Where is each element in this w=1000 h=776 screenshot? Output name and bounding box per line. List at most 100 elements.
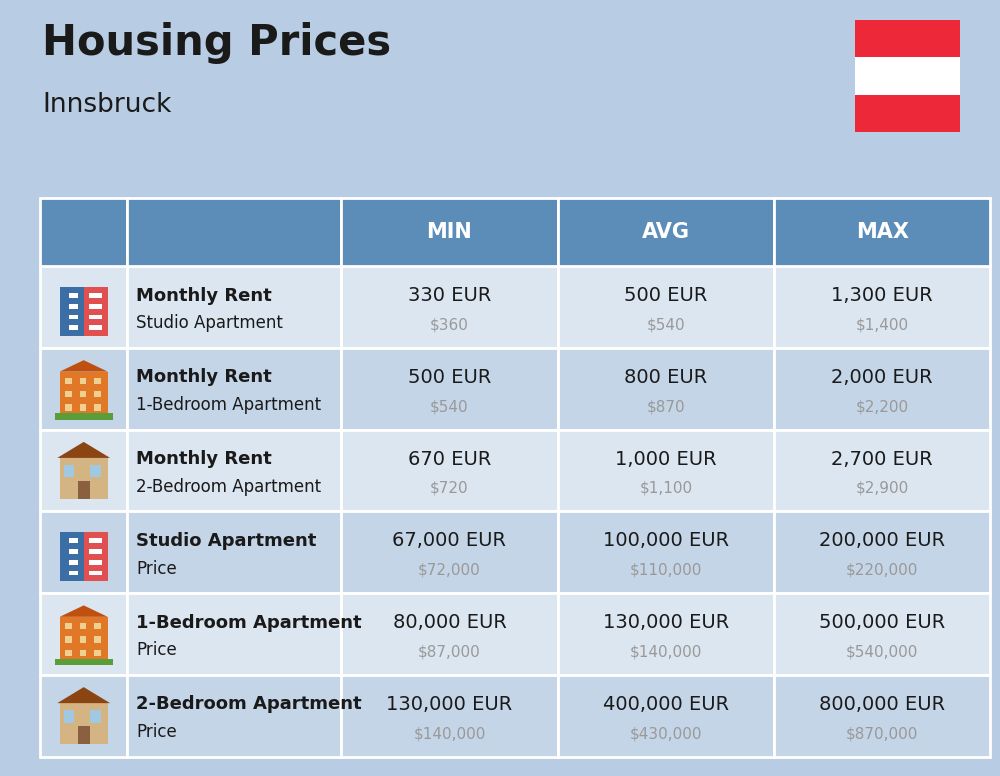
FancyBboxPatch shape (65, 404, 72, 411)
Text: AVG: AVG (642, 222, 690, 242)
FancyBboxPatch shape (89, 570, 97, 576)
FancyBboxPatch shape (127, 348, 341, 430)
Text: MAX: MAX (856, 222, 909, 242)
FancyBboxPatch shape (89, 303, 97, 309)
Polygon shape (57, 687, 110, 703)
FancyBboxPatch shape (93, 549, 102, 554)
FancyBboxPatch shape (855, 20, 960, 57)
FancyBboxPatch shape (65, 636, 72, 643)
Text: Housing Prices: Housing Prices (42, 22, 391, 64)
Text: 1,000 EUR: 1,000 EUR (615, 449, 717, 469)
Text: 100,000 EUR: 100,000 EUR (603, 532, 729, 550)
Text: $540: $540 (430, 400, 469, 414)
Text: $72,000: $72,000 (418, 563, 481, 578)
FancyBboxPatch shape (40, 593, 127, 675)
Text: 500 EUR: 500 EUR (624, 286, 708, 305)
FancyBboxPatch shape (89, 325, 97, 331)
FancyBboxPatch shape (341, 266, 558, 348)
Polygon shape (60, 605, 108, 617)
FancyBboxPatch shape (69, 570, 78, 576)
FancyBboxPatch shape (65, 623, 72, 629)
FancyBboxPatch shape (93, 539, 102, 543)
Text: $140,000: $140,000 (413, 726, 486, 741)
FancyBboxPatch shape (80, 623, 86, 629)
Text: 500 EUR: 500 EUR (408, 368, 491, 386)
FancyBboxPatch shape (558, 675, 774, 757)
Text: $540: $540 (647, 317, 685, 333)
Text: 2,000 EUR: 2,000 EUR (831, 368, 933, 386)
FancyBboxPatch shape (94, 623, 101, 629)
FancyBboxPatch shape (558, 348, 774, 430)
FancyBboxPatch shape (55, 659, 113, 666)
Text: 80,000 EUR: 80,000 EUR (393, 613, 506, 632)
FancyBboxPatch shape (89, 549, 97, 554)
FancyBboxPatch shape (93, 303, 102, 309)
FancyBboxPatch shape (40, 266, 127, 348)
FancyBboxPatch shape (93, 325, 102, 331)
FancyBboxPatch shape (558, 266, 774, 348)
FancyBboxPatch shape (80, 378, 86, 384)
Text: 1,300 EUR: 1,300 EUR (831, 286, 933, 305)
FancyBboxPatch shape (60, 617, 108, 663)
FancyBboxPatch shape (78, 726, 90, 744)
FancyBboxPatch shape (558, 593, 774, 675)
FancyBboxPatch shape (341, 593, 558, 675)
Text: Monthly Rent: Monthly Rent (136, 286, 272, 305)
FancyBboxPatch shape (64, 710, 74, 722)
FancyBboxPatch shape (558, 198, 774, 266)
Text: MIN: MIN (427, 222, 472, 242)
FancyBboxPatch shape (69, 325, 78, 331)
FancyBboxPatch shape (65, 650, 72, 656)
Text: $360: $360 (430, 317, 469, 333)
FancyBboxPatch shape (94, 404, 101, 411)
FancyBboxPatch shape (89, 539, 97, 543)
FancyBboxPatch shape (93, 570, 102, 576)
FancyBboxPatch shape (40, 675, 127, 757)
Text: 200,000 EUR: 200,000 EUR (819, 532, 945, 550)
Text: $1,400: $1,400 (856, 317, 909, 333)
FancyBboxPatch shape (40, 511, 127, 593)
FancyBboxPatch shape (84, 287, 108, 336)
FancyBboxPatch shape (127, 266, 341, 348)
FancyBboxPatch shape (93, 314, 102, 320)
FancyBboxPatch shape (774, 198, 990, 266)
Text: 800,000 EUR: 800,000 EUR (819, 695, 945, 714)
Text: Studio Apartment: Studio Apartment (136, 532, 316, 550)
Text: Price: Price (136, 559, 177, 577)
Text: Innsbruck: Innsbruck (42, 92, 171, 118)
Text: 130,000 EUR: 130,000 EUR (603, 613, 729, 632)
FancyBboxPatch shape (94, 378, 101, 384)
Text: $870,000: $870,000 (846, 726, 918, 741)
FancyBboxPatch shape (55, 414, 113, 421)
Text: $110,000: $110,000 (630, 563, 702, 578)
Text: Monthly Rent: Monthly Rent (136, 369, 272, 386)
Text: $2,200: $2,200 (856, 400, 909, 414)
FancyBboxPatch shape (94, 636, 101, 643)
FancyBboxPatch shape (341, 198, 558, 266)
FancyBboxPatch shape (69, 549, 78, 554)
FancyBboxPatch shape (80, 391, 86, 397)
FancyBboxPatch shape (558, 511, 774, 593)
Text: $540,000: $540,000 (846, 645, 918, 660)
FancyBboxPatch shape (60, 703, 108, 744)
FancyBboxPatch shape (774, 266, 990, 348)
FancyBboxPatch shape (90, 465, 101, 477)
Text: Studio Apartment: Studio Apartment (136, 314, 283, 332)
FancyBboxPatch shape (127, 511, 341, 593)
FancyBboxPatch shape (855, 95, 960, 132)
FancyBboxPatch shape (774, 593, 990, 675)
FancyBboxPatch shape (774, 511, 990, 593)
FancyBboxPatch shape (60, 372, 108, 417)
FancyBboxPatch shape (40, 198, 127, 266)
FancyBboxPatch shape (774, 675, 990, 757)
FancyBboxPatch shape (127, 430, 341, 511)
FancyBboxPatch shape (341, 430, 558, 511)
FancyBboxPatch shape (90, 710, 101, 722)
Text: 1-Bedroom Apartment: 1-Bedroom Apartment (136, 396, 321, 414)
FancyBboxPatch shape (89, 314, 97, 320)
Polygon shape (57, 442, 110, 458)
FancyBboxPatch shape (80, 636, 86, 643)
FancyBboxPatch shape (84, 532, 108, 581)
FancyBboxPatch shape (89, 559, 97, 565)
FancyBboxPatch shape (341, 675, 558, 757)
